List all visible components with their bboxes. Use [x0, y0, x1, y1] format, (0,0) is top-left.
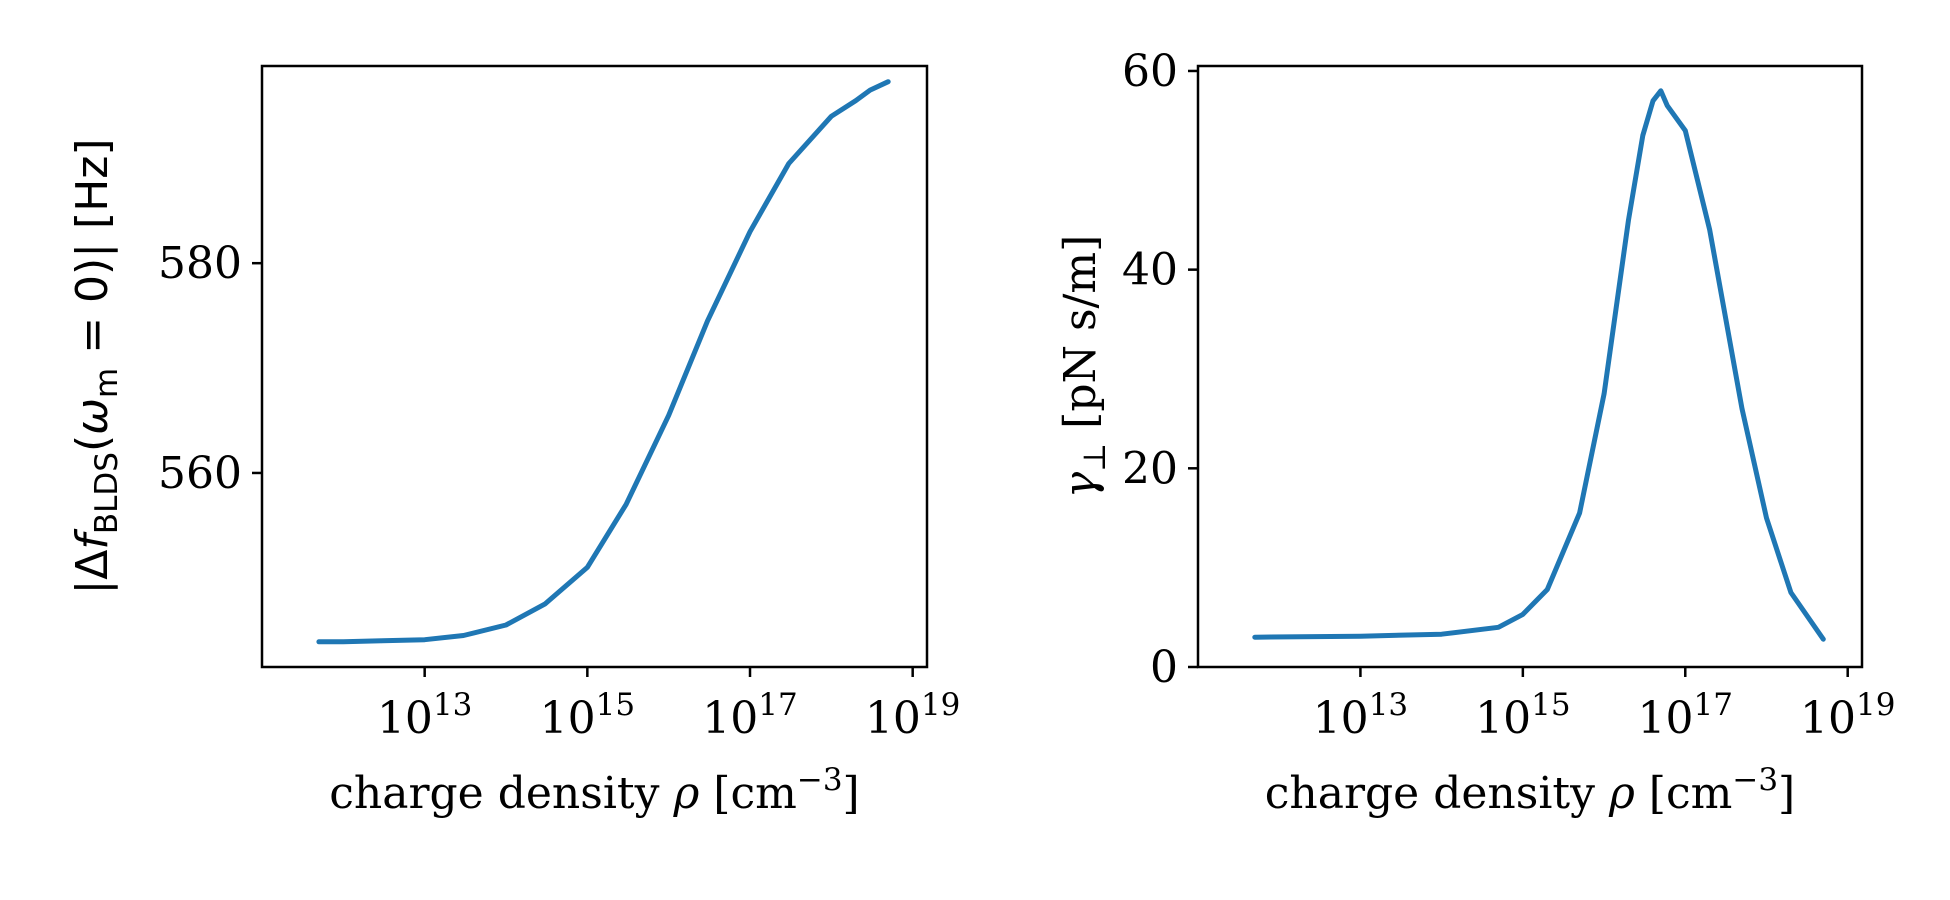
- right-y-axis-label: γ⊥ [pN s/m]: [1055, 235, 1113, 499]
- left-y-axis-label: |ΔfBLDS(ωm = 0)| [Hz]: [67, 138, 125, 594]
- right-y-tick-label-2: 40: [1122, 245, 1178, 296]
- right-y-tick-label-3: 60: [1122, 46, 1178, 97]
- left-x-tick-label-0: 1013: [377, 687, 472, 744]
- right-y-tick-label-1: 20: [1122, 443, 1178, 494]
- right-x-tick-label-2: 1017: [1638, 687, 1733, 744]
- right-y-tick-label-0: 0: [1150, 642, 1178, 693]
- left-y-tick-label-1: 580: [158, 238, 242, 289]
- right-x-tick-label-0: 1013: [1313, 687, 1408, 744]
- left-chart-panel: 1013 1015 1017 1019 560 580 charge density ρ […: [67, 64, 960, 819]
- left-x-tick-label-2: 1017: [702, 687, 797, 744]
- right-x-tick-label-1: 1015: [1475, 687, 1570, 744]
- left-x-tick-label-1: 1015: [540, 687, 635, 744]
- right-x-tick-label-3: 1019: [1800, 687, 1895, 744]
- right-x-axis-label: charge density ρ [cm−3]: [1265, 762, 1795, 819]
- left-y-tick-label-0: 560: [158, 448, 242, 499]
- right-plot-frame: [1196, 64, 1864, 669]
- left-plot-frame: [260, 64, 929, 669]
- left-x-axis-label: charge density ρ [cm−3]: [329, 762, 859, 819]
- left-series-line-0: [316, 79, 891, 645]
- left-x-tick-label-3: 1019: [865, 687, 960, 744]
- right-series-line-0: [1252, 88, 1826, 642]
- right-chart-panel: 1013 1015 1017 1019 0 20 40 60 charge density ρ …: [1055, 46, 1895, 819]
